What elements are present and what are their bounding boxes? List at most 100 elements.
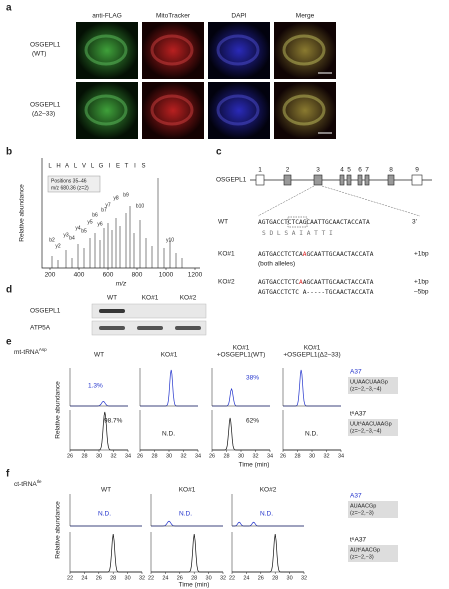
- x-tick-label: 24: [243, 575, 249, 581]
- x-tick-label: 28: [294, 453, 300, 459]
- micrograph: [142, 82, 204, 139]
- species-box: [348, 377, 398, 394]
- species-box: [348, 545, 398, 562]
- sequence-residue: L: [48, 164, 52, 170]
- charge: (z=−2,−3,−4): [350, 386, 382, 392]
- peak-label: b5: [81, 228, 87, 234]
- panel-label: d: [6, 285, 12, 296]
- inset-text: Positions 35–46: [51, 178, 87, 184]
- exon: [387, 174, 395, 186]
- micrograph: [208, 82, 270, 139]
- y-axis-label: Relative abundance: [55, 501, 62, 559]
- exon-number: 7: [365, 167, 369, 174]
- trna-label: ct-tRNAIle: [14, 479, 42, 488]
- peak-label: b2: [49, 237, 55, 243]
- species-label: t⁶A37: [350, 537, 366, 544]
- micrograph: [76, 22, 138, 79]
- nd-label: N.D.: [260, 511, 273, 518]
- plot-frame: [231, 494, 304, 527]
- charge: (z=−2,−3): [350, 510, 374, 516]
- plot-frame: [231, 532, 304, 573]
- x-tick-label: 22: [148, 575, 154, 581]
- chromatogram-trace: [283, 369, 341, 407]
- chromatogram-trace: [70, 533, 142, 573]
- lane-label: WT: [107, 295, 117, 302]
- sequence-residue: I: [134, 164, 136, 170]
- peak-label: b7: [101, 207, 107, 213]
- x-tick-label: 30: [287, 575, 293, 581]
- cell: [282, 34, 326, 66]
- peak-label: b9: [123, 192, 129, 198]
- chromatogram-trace: [232, 521, 304, 527]
- exon: [346, 174, 352, 186]
- x-tick-label: 26: [96, 575, 102, 581]
- cell: [150, 34, 194, 66]
- text-part: ct-tRNA: [14, 481, 37, 488]
- text-part: Asp: [39, 347, 47, 352]
- exon-number: 2: [286, 167, 290, 174]
- codon-box: [287, 216, 308, 228]
- peak-label: y2: [55, 243, 61, 249]
- sequence: AGTGACCTCTCAGCAATTGCAACTACCATA: [258, 219, 370, 226]
- exon-number: 1: [258, 167, 262, 174]
- sequence-residue: H: [56, 164, 60, 170]
- x-tick-label: 30: [238, 453, 244, 459]
- charge: (z=−2,−3): [350, 554, 374, 560]
- inset-text: m/z 680.36 (z=2): [51, 185, 89, 191]
- peak-label: y7: [105, 202, 111, 208]
- exon: [357, 174, 363, 186]
- row-label: OSGEPL1: [30, 42, 61, 49]
- x-tick-label: 26: [137, 453, 143, 459]
- sequence-residue: L: [74, 164, 78, 170]
- x-tick-label: 32: [252, 453, 258, 459]
- panel-label: b: [6, 147, 12, 158]
- x-tick-label: 1200: [188, 272, 203, 279]
- sequence-part: A: [303, 251, 307, 258]
- x-tick-label: 30: [166, 453, 172, 459]
- sequence-part: GCAATTGCAACTACCATA: [306, 251, 373, 258]
- column-header: MitoTracker: [156, 13, 191, 20]
- x-axis-label: m/z: [116, 281, 127, 288]
- exon-number: 8: [389, 167, 393, 174]
- x-tick-label: 24: [81, 575, 87, 581]
- percent-label: 1.3%: [88, 383, 103, 390]
- plot-frame: [150, 494, 223, 527]
- x-tick-label: 22: [67, 575, 73, 581]
- species-label: A37: [350, 493, 362, 500]
- column-header: anti-FLAG: [92, 13, 122, 20]
- exon: [255, 174, 265, 186]
- genotype-label: KO#2: [218, 279, 235, 286]
- panel-label: a: [6, 3, 12, 14]
- column-header: WT: [101, 487, 111, 494]
- x-tick-label: 400: [74, 272, 85, 279]
- indel-size: +1bp: [414, 251, 429, 258]
- peak-label: y6: [97, 221, 103, 227]
- micrograph: [76, 82, 138, 139]
- axis: [41, 158, 200, 269]
- blot-label: ATP5A: [30, 325, 51, 332]
- x-tick-label: 22: [229, 575, 235, 581]
- trna-label: mt-tRNAAsp: [14, 347, 47, 356]
- plot-frame: [69, 368, 128, 407]
- lane-label: KO#1: [142, 295, 159, 302]
- x-tick-label: 600: [103, 272, 114, 279]
- plot-frame: [211, 410, 270, 451]
- sequence-residue: V: [82, 164, 86, 170]
- chromatogram-trace: [212, 417, 270, 451]
- sequence-part: A: [299, 279, 303, 286]
- blot-label: OSGEPL1: [30, 308, 61, 315]
- peak-label: b10: [136, 203, 145, 209]
- cell: [84, 94, 128, 126]
- x-tick-label: 32: [323, 453, 329, 459]
- cell: [150, 94, 194, 126]
- panel-label: f: [6, 469, 10, 480]
- fragment: AUAACGp: [350, 503, 376, 509]
- text-part: mt-tRNA: [14, 349, 40, 356]
- chromatogram-trace: [151, 520, 223, 527]
- column-header: KO#1: [161, 352, 178, 359]
- plot-frame: [69, 494, 142, 527]
- chromatogram-trace: [140, 369, 198, 407]
- column-header: Merge: [296, 13, 315, 20]
- percent-label: N.D.: [162, 431, 175, 438]
- x-tick-label: 30: [125, 575, 131, 581]
